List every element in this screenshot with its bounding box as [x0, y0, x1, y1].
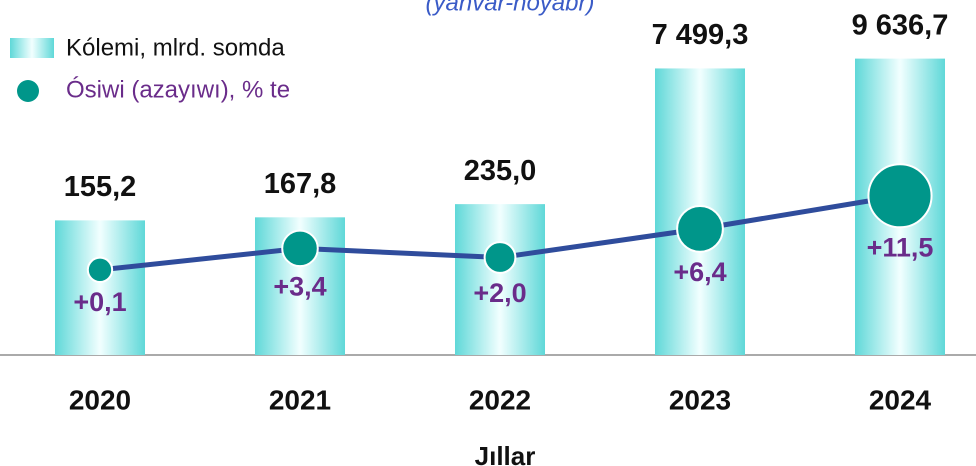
legend-swatch	[10, 38, 54, 58]
x-tick-label: 2020	[69, 384, 131, 415]
x-tick-label: 2022	[469, 384, 531, 415]
data-label: +11,5	[867, 232, 934, 262]
bar	[55, 220, 145, 355]
marker	[86, 256, 114, 284]
data-label: 235,0	[464, 155, 537, 187]
data-label: +2,0	[473, 278, 526, 308]
data-label: 167,8	[264, 168, 337, 200]
bar	[455, 204, 545, 355]
data-label: +3,4	[273, 271, 326, 301]
marker	[676, 205, 724, 253]
x-tick-label: 2021	[269, 384, 331, 415]
x-tick-label: 2024	[869, 384, 932, 415]
x-axis-label: Jıllar	[475, 441, 536, 466]
data-label: 9 636,7	[852, 9, 949, 41]
marker	[281, 229, 319, 268]
subtitle: (yanvar-noyabr)	[426, 0, 595, 16]
data-label: +0,1	[73, 287, 126, 317]
legend-swatch	[17, 80, 39, 102]
data-label: +6,4	[673, 257, 726, 287]
x-tick-label: 2023	[669, 384, 731, 415]
data-label: 7 499,3	[652, 19, 749, 51]
data-label: 155,2	[64, 171, 137, 203]
marker	[483, 241, 517, 274]
legend-label: Ósiwi (azayıwı), % te	[66, 76, 290, 103]
marker	[867, 163, 933, 229]
legend-label: Kólemi, mlrd. somda	[66, 34, 285, 61]
